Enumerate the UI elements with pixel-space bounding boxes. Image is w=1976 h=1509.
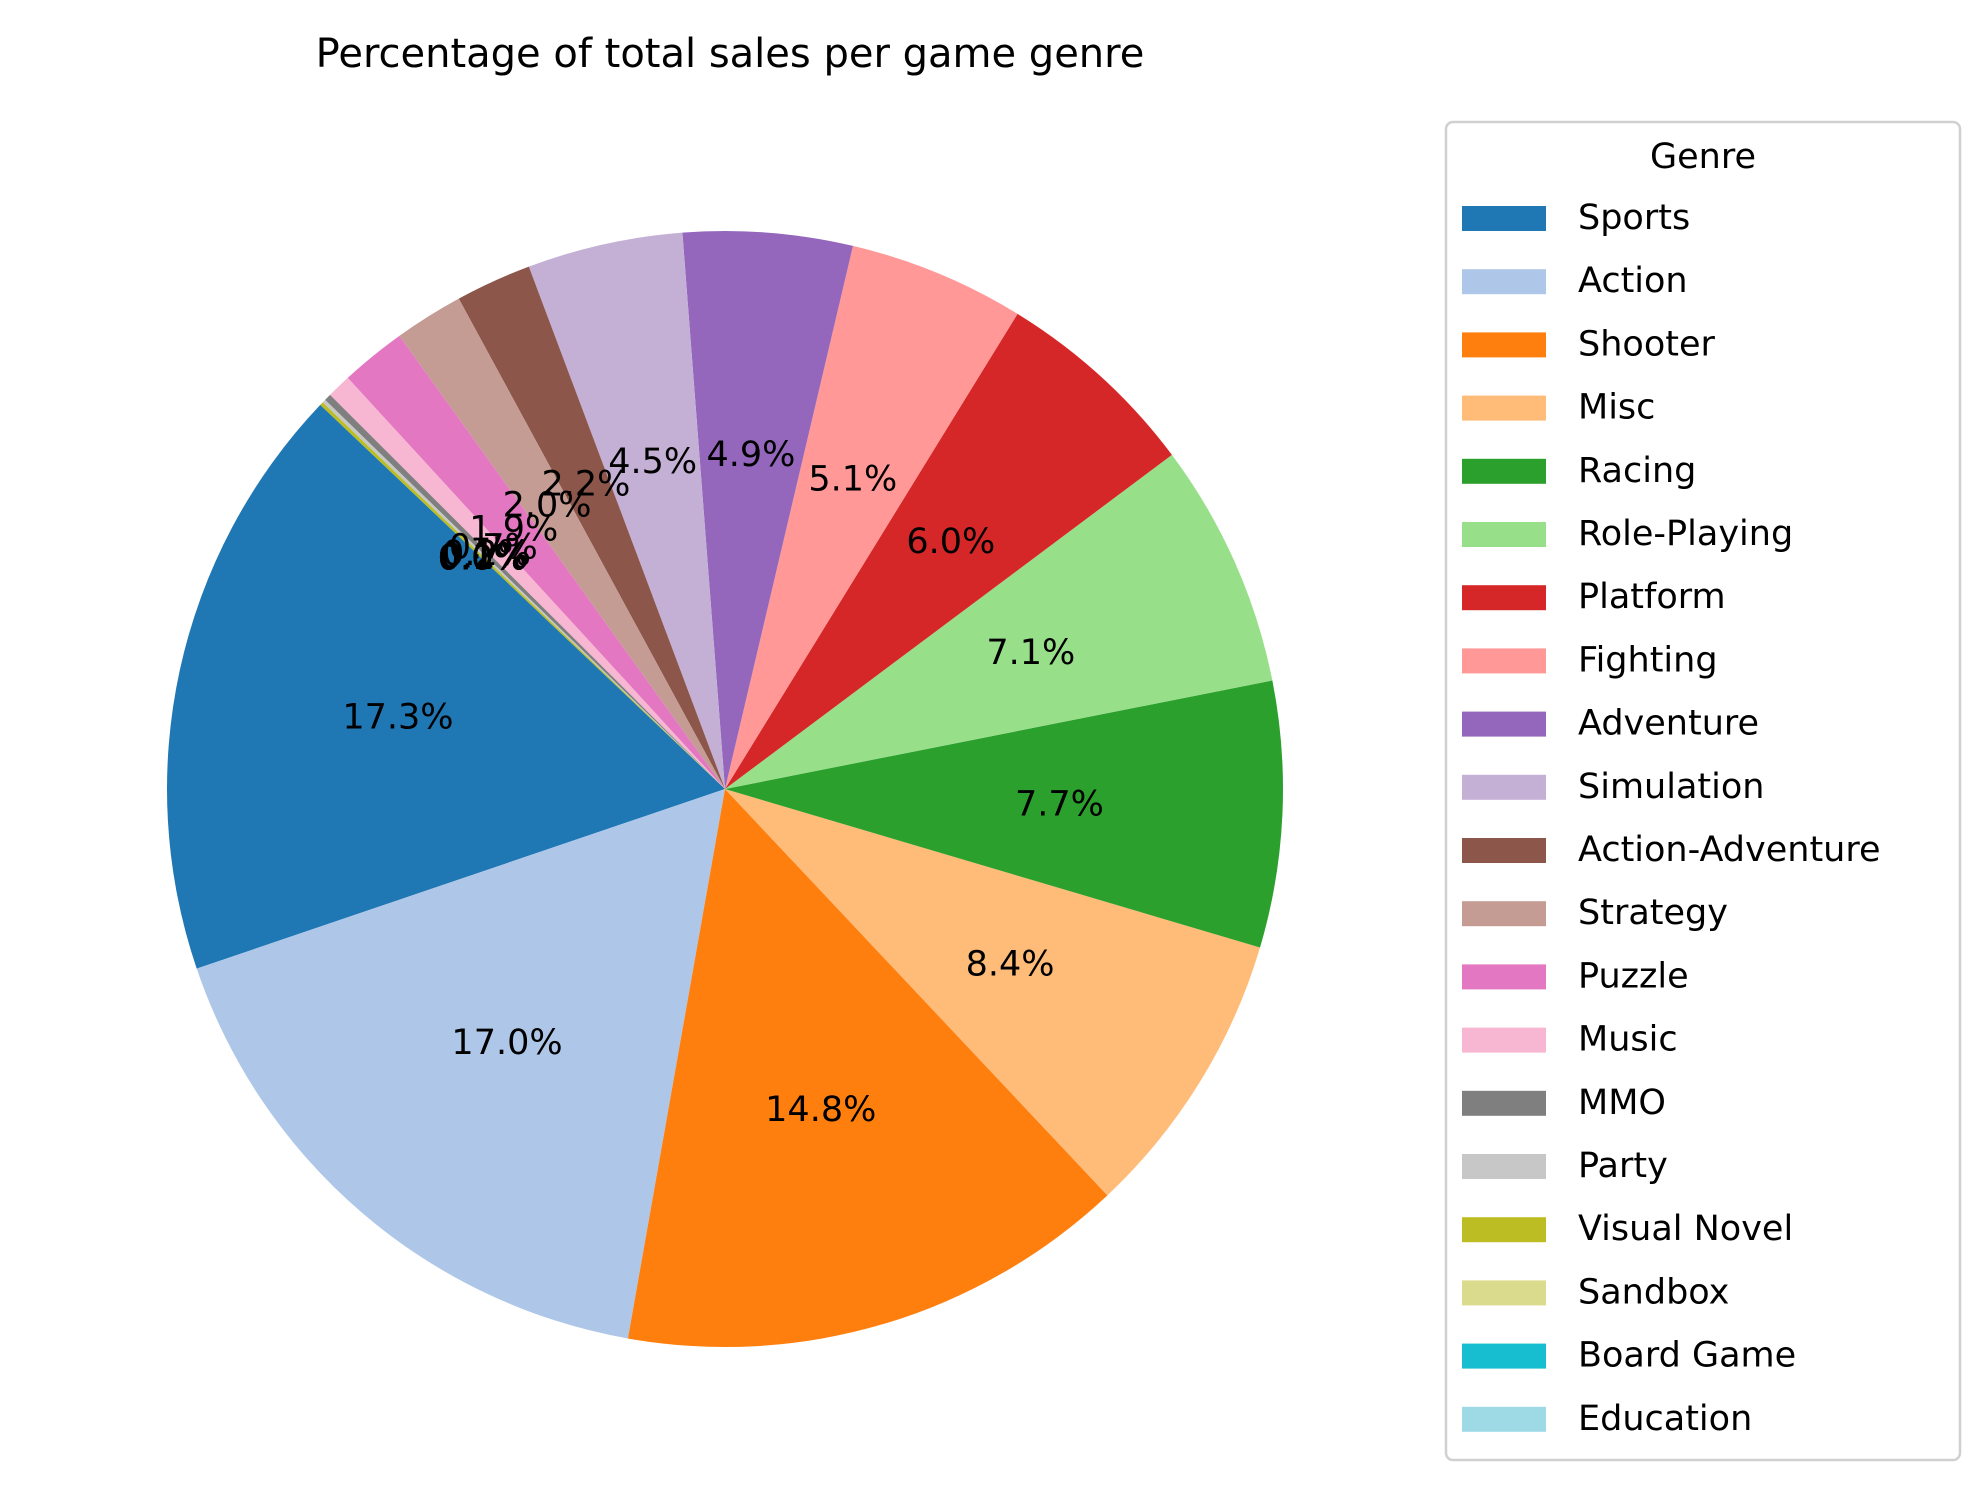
legend-label-shooter: Shooter xyxy=(1578,324,1715,364)
pie-slice-visual-novel xyxy=(320,402,725,789)
pie-slice-shooter xyxy=(627,789,1108,1348)
legend-swatch-shooter xyxy=(1462,332,1546,358)
pie-slice-mmo xyxy=(325,394,725,789)
pie-label-misc: 8.4% xyxy=(966,945,1055,985)
legend-label-adventure: Adventure xyxy=(1578,704,1759,744)
pie-slice-adventure xyxy=(682,231,853,789)
legend-swatch-fighting xyxy=(1462,648,1546,674)
pie-label-music: 0.7% xyxy=(449,527,538,567)
legend-title: Genre xyxy=(1650,137,1756,177)
legend-swatch-platform xyxy=(1462,585,1546,611)
pie-slice-platform xyxy=(725,313,1172,789)
legend-swatch-racing xyxy=(1462,458,1546,484)
legend-label-role-playing: Role-Playing xyxy=(1578,514,1793,554)
legend-label-action: Action xyxy=(1578,261,1688,301)
legend-swatch-action-adventure xyxy=(1462,838,1546,863)
legend-label-board-game: Board Game xyxy=(1578,1336,1796,1376)
pie-slice-misc xyxy=(725,789,1261,1196)
pie-label-sandbox: 0.0% xyxy=(438,539,527,579)
legend-swatch-education xyxy=(1462,1406,1546,1432)
chart-title: Percentage of total sales per game genre xyxy=(316,31,1145,77)
pie-slice-party xyxy=(322,399,725,789)
pie-label-action-adventure: 2.2% xyxy=(541,464,630,504)
pie-label-strategy: 2.0% xyxy=(503,485,592,525)
legend-swatch-simulation xyxy=(1462,774,1546,800)
legend-swatch-party xyxy=(1462,1154,1546,1179)
legend-swatch-sandbox xyxy=(1462,1280,1546,1306)
legend-label-misc: Misc xyxy=(1578,388,1655,428)
pie-slice-strategy xyxy=(399,298,725,789)
pie-label-adventure: 4.9% xyxy=(706,435,795,475)
pie-label-mmo: 0.2% xyxy=(442,534,531,574)
pie-slice-role-playing xyxy=(725,454,1273,789)
pie-slice-action xyxy=(196,789,725,1339)
legend-swatch-music xyxy=(1462,1027,1546,1053)
pie-slice-puzzle xyxy=(347,335,725,789)
legend-label-education: Education xyxy=(1578,1399,1752,1439)
pie-slice-action-adventure xyxy=(458,266,725,789)
legend-label-party: Party xyxy=(1578,1146,1668,1186)
pie-label-platform: 6.0% xyxy=(906,522,995,562)
pie-label-education: 0.0% xyxy=(438,539,527,579)
legend-swatch-strategy xyxy=(1462,901,1546,927)
legend-swatch-mmo xyxy=(1462,1090,1546,1116)
legend-swatch-board-game xyxy=(1462,1343,1546,1369)
pie-slices xyxy=(167,231,1284,1348)
pie-label-racing: 7.7% xyxy=(1015,784,1104,824)
pie-label-fighting: 5.1% xyxy=(808,460,897,500)
legend-swatch-sports xyxy=(1462,206,1546,231)
pie-slice-racing xyxy=(725,680,1284,948)
pie-label-sports: 17.3% xyxy=(342,697,453,737)
pie-label-shooter: 14.8% xyxy=(765,1090,876,1130)
legend-label-music: Music xyxy=(1578,1020,1678,1060)
pie-label-board-game: 0.0% xyxy=(438,539,527,579)
pie-slice-fighting xyxy=(725,245,1018,789)
legend-swatch-action xyxy=(1462,269,1546,295)
legend-label-mmo: MMO xyxy=(1578,1083,1666,1123)
legend-frame xyxy=(1444,120,1962,1462)
legend-label-action-adventure: Action-Adventure xyxy=(1578,830,1881,870)
legend-label-visual-novel: Visual Novel xyxy=(1578,1209,1793,1249)
legend-swatch-visual-novel xyxy=(1462,1217,1546,1243)
pie-slice-sports xyxy=(167,404,726,969)
pie-slice-education xyxy=(320,404,725,789)
legend-label-platform: Platform xyxy=(1578,577,1726,617)
legend-label-fighting: Fighting xyxy=(1578,640,1718,680)
pie-label-visual-novel: 0.1% xyxy=(438,538,527,578)
pie-slice-music xyxy=(330,377,725,789)
legend-label-strategy: Strategy xyxy=(1578,893,1728,933)
pie-label-action: 17.0% xyxy=(451,1023,562,1063)
legend-label-racing: Racing xyxy=(1578,451,1696,491)
pie-label-role-playing: 7.1% xyxy=(986,633,1075,673)
legend-label-puzzle: Puzzle xyxy=(1578,956,1689,996)
legend-swatch-role-playing xyxy=(1462,522,1546,547)
pie-percent-labels: 17.3% 17.0% 14.8% 8.4% 7.7% 7.1% 6.0%5.1% 4.9%4… xyxy=(342,435,1104,1130)
pie-label-puzzle: 1.9% xyxy=(469,509,558,549)
legend-swatch-misc xyxy=(1462,395,1546,421)
pie-label-party: 0.1% xyxy=(440,536,529,576)
pie-label-simulation: 4.5% xyxy=(608,442,697,482)
legend-swatch-adventure xyxy=(1462,711,1546,737)
legend-label-sandbox: Sandbox xyxy=(1578,1272,1729,1312)
legend-label-simulation: Simulation xyxy=(1578,767,1764,807)
pie-slice-simulation xyxy=(528,232,725,789)
legend-items: Sports Action Shooter Misc Racing Role-Playin… xyxy=(1462,198,1881,1439)
legend-label-sports: Sports xyxy=(1578,198,1690,238)
legend: Genre Sports Action Shooter Misc Racing Role-… xyxy=(1444,120,1962,1462)
legend-swatch-puzzle xyxy=(1462,964,1546,990)
